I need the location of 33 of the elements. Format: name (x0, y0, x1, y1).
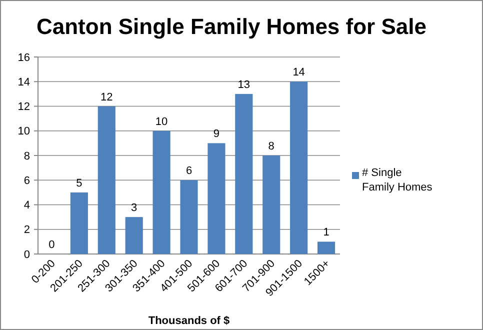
y-tick-label: 2 (24, 224, 30, 236)
data-label: 14 (292, 66, 305, 79)
data-label: 5 (76, 177, 82, 190)
bar (290, 82, 308, 254)
y-tick-label: 16 (18, 52, 30, 64)
data-label: 9 (213, 128, 220, 140)
legend-label: # Single Family Homes (362, 167, 433, 194)
data-label: 12 (100, 91, 113, 104)
bar (125, 217, 143, 254)
bar (262, 156, 280, 254)
y-tick-label: 10 (18, 126, 30, 138)
bar (98, 106, 116, 254)
data-label: 0 (48, 239, 55, 251)
y-tick-label: 0 (24, 248, 30, 261)
data-label: 3 (131, 202, 138, 214)
bar (317, 242, 336, 254)
data-label: 8 (268, 140, 274, 152)
y-tick-label: 12 (18, 101, 30, 114)
data-label: 6 (186, 165, 192, 178)
bar (70, 192, 88, 254)
bar (180, 180, 198, 254)
y-tick-label: 4 (24, 200, 30, 212)
bar (208, 143, 226, 254)
data-label: 1 (323, 226, 330, 239)
y-tick-label: 14 (18, 76, 30, 88)
data-label: 10 (155, 116, 168, 128)
y-tick-label: 8 (24, 150, 30, 162)
x-axis-title: Thousands of $ (148, 315, 230, 327)
data-label: 13 (238, 78, 250, 91)
bar (152, 130, 170, 254)
y-tick-label: 6 (24, 174, 30, 187)
bar (235, 94, 253, 254)
chart-title: Canton Single Family Homes for Sale (36, 14, 426, 39)
